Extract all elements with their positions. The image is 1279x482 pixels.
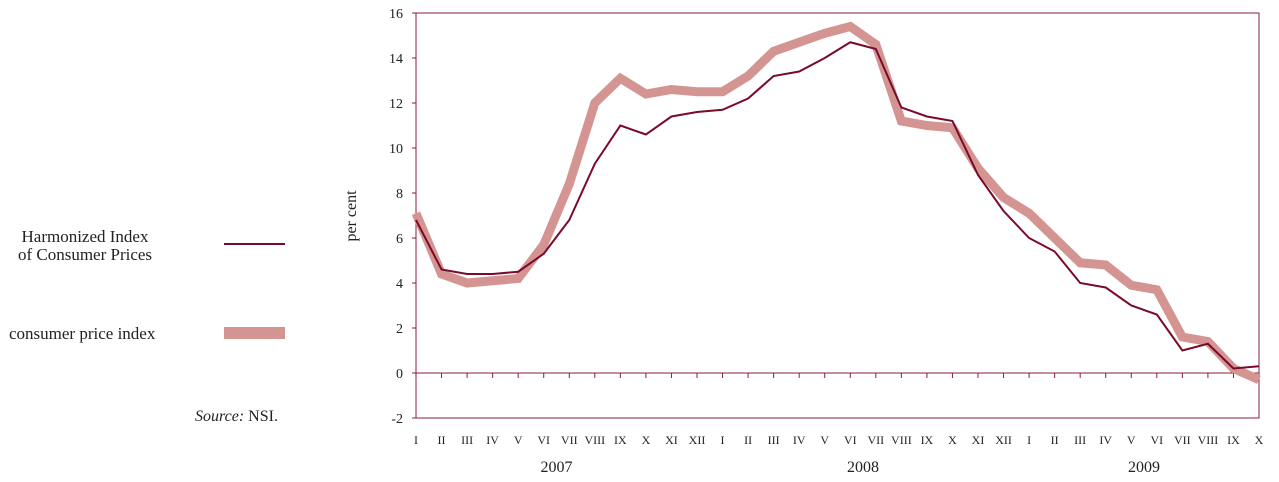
plot-frame bbox=[415, 12, 1260, 419]
legend-swatch-hicp bbox=[224, 243, 285, 245]
x-tick-label: III bbox=[461, 433, 473, 447]
x-tick-label: X bbox=[948, 433, 957, 447]
x-tick-label: II bbox=[744, 433, 752, 447]
y-tick-label: 10 bbox=[389, 142, 403, 157]
x-tick-label: IX bbox=[921, 433, 934, 447]
x-tick-label: V bbox=[514, 433, 523, 447]
axes bbox=[412, 12, 1260, 419]
legend-label-cpi: consumer price index bbox=[9, 324, 156, 343]
source-text: NSI. bbox=[244, 408, 278, 425]
x-tick-label: V bbox=[820, 433, 829, 447]
x-tick-label: II bbox=[438, 433, 446, 447]
x-tick-label: II bbox=[1051, 433, 1059, 447]
x-tick-label: XI bbox=[665, 433, 678, 447]
x-tick-label: XII bbox=[689, 433, 706, 447]
x-tick-label: IV bbox=[1099, 433, 1112, 447]
x-tick-label: III bbox=[768, 433, 780, 447]
x-tick-label: VII bbox=[1174, 433, 1191, 447]
x-tick-label: I bbox=[1027, 433, 1031, 447]
series-line-cpi bbox=[411, 21, 1261, 384]
y-tick-label: 16 bbox=[389, 7, 403, 22]
source-note: Source: NSI. bbox=[195, 408, 278, 426]
y-tick-label: 2 bbox=[396, 322, 403, 337]
x-tick-label: X bbox=[1255, 433, 1264, 447]
y-tick-label: 14 bbox=[389, 52, 403, 67]
source-prefix: Source: bbox=[195, 408, 245, 425]
year-label: 2008 bbox=[847, 459, 879, 476]
y-tick-label: 4 bbox=[396, 277, 403, 292]
legend-label-hicp: Harmonized Index of Consumer Prices bbox=[0, 228, 195, 264]
x-tick-label: VIII bbox=[584, 433, 605, 447]
legend-label-hicp-line1: Harmonized Index bbox=[21, 227, 149, 246]
x-tick-label: VI bbox=[1150, 433, 1163, 447]
x-tick-label: VI bbox=[537, 433, 550, 447]
y-tick-label: -2 bbox=[391, 412, 403, 427]
legend-swatch-cpi bbox=[224, 327, 285, 339]
legend: Harmonized Index of Consumer Prices cons… bbox=[0, 0, 300, 482]
series-line-hicp bbox=[415, 41, 1260, 370]
y-tick-label: 8 bbox=[396, 187, 403, 202]
x-tick-label: I bbox=[414, 433, 418, 447]
y-tick-label: 0 bbox=[396, 367, 403, 382]
x-tick-label: XII bbox=[995, 433, 1012, 447]
y-tick-label: 12 bbox=[389, 97, 403, 112]
legend-label-hicp-line2: of Consumer Prices bbox=[17, 245, 153, 264]
x-tick-label: IV bbox=[793, 433, 806, 447]
x-tick-label: VI bbox=[844, 433, 857, 447]
x-tick-label: VII bbox=[561, 433, 578, 447]
x-tick-label: VIII bbox=[891, 433, 912, 447]
x-tick-label: III bbox=[1074, 433, 1086, 447]
x-tick-label: VIII bbox=[1198, 433, 1219, 447]
y-tick-label: 6 bbox=[396, 232, 403, 247]
x-tick-label: IX bbox=[614, 433, 627, 447]
x-tick-label: I bbox=[721, 433, 725, 447]
x-tick-label: VII bbox=[867, 433, 884, 447]
x-tick-label: XI bbox=[972, 433, 985, 447]
x-tick-label: IX bbox=[1227, 433, 1240, 447]
y-axis-label: per cent bbox=[343, 190, 360, 242]
year-label: 2007 bbox=[541, 459, 573, 476]
series-layer bbox=[411, 21, 1261, 384]
x-tick-label: V bbox=[1127, 433, 1136, 447]
x-tick-label: X bbox=[642, 433, 651, 447]
x-tick-label: IV bbox=[486, 433, 499, 447]
year-label: 2009 bbox=[1128, 459, 1160, 476]
